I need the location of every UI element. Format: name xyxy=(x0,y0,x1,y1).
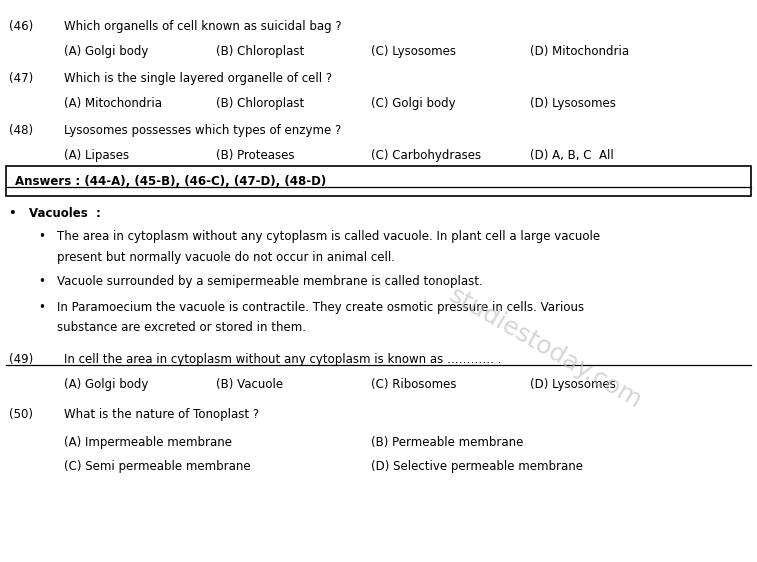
Text: (A) Golgi body: (A) Golgi body xyxy=(64,45,148,58)
Text: (C) Ribosomes: (C) Ribosomes xyxy=(371,378,456,391)
Text: •: • xyxy=(38,301,45,314)
Text: (C) Lysosomes: (C) Lysosomes xyxy=(371,45,456,58)
Text: (D) A, B, C  All: (D) A, B, C All xyxy=(530,149,614,162)
Text: The area in cytoplasm without any cytoplasm is called vacuole. In plant cell a l: The area in cytoplasm without any cytopl… xyxy=(57,230,600,243)
Text: Which organells of cell known as suicidal bag ?: Which organells of cell known as suicida… xyxy=(64,20,342,33)
FancyBboxPatch shape xyxy=(6,166,751,196)
Text: (D) Selective permeable membrane: (D) Selective permeable membrane xyxy=(371,460,583,473)
Text: studiestoday.com: studiestoday.com xyxy=(444,283,646,414)
Text: In Paramoecium the vacuole is contractile. They create osmotic pressure in cells: In Paramoecium the vacuole is contractil… xyxy=(57,301,584,314)
Text: (48): (48) xyxy=(9,124,33,137)
Text: (B) Chloroplast: (B) Chloroplast xyxy=(216,45,304,58)
Text: Answers : (44-A), (45-B), (46-C), (47-D), (48-D): Answers : (44-A), (45-B), (46-C), (47-D)… xyxy=(15,175,326,188)
Text: present but normally vacuole do not occur in animal cell.: present but normally vacuole do not occu… xyxy=(57,251,394,264)
Text: Vacuole surrounded by a semipermeable membrane is called tonoplast.: Vacuole surrounded by a semipermeable me… xyxy=(57,275,482,288)
Text: (B) Proteases: (B) Proteases xyxy=(216,149,294,162)
Text: (A) Impermeable membrane: (A) Impermeable membrane xyxy=(64,436,232,448)
Text: (A) Mitochondria: (A) Mitochondria xyxy=(64,97,162,110)
Text: (A) Golgi body: (A) Golgi body xyxy=(64,378,148,391)
Text: In cell the area in cytoplasm without any cytoplasm is known as ………… .: In cell the area in cytoplasm without an… xyxy=(64,353,502,366)
Text: (C) Semi permeable membrane: (C) Semi permeable membrane xyxy=(64,460,251,473)
Text: (50): (50) xyxy=(9,408,33,421)
Text: (D) Lysosomes: (D) Lysosomes xyxy=(530,378,615,391)
Text: (A) Lipases: (A) Lipases xyxy=(64,149,129,162)
Text: (49): (49) xyxy=(9,353,33,366)
Text: •: • xyxy=(38,230,45,243)
Text: (47): (47) xyxy=(9,72,33,85)
Text: Which is the single layered organelle of cell ?: Which is the single layered organelle of… xyxy=(64,72,332,85)
Text: (C) Carbohydrases: (C) Carbohydrases xyxy=(371,149,481,162)
Text: substance are excreted or stored in them.: substance are excreted or stored in them… xyxy=(57,321,306,334)
Text: (46): (46) xyxy=(9,20,33,33)
Text: (D) Lysosomes: (D) Lysosomes xyxy=(530,97,615,110)
Text: What is the nature of Tonoplast ?: What is the nature of Tonoplast ? xyxy=(64,408,260,421)
Text: (B) Chloroplast: (B) Chloroplast xyxy=(216,97,304,110)
Text: (C) Golgi body: (C) Golgi body xyxy=(371,97,456,110)
Text: Lysosomes possesses which types of enzyme ?: Lysosomes possesses which types of enzym… xyxy=(64,124,341,137)
Text: (B) Vacuole: (B) Vacuole xyxy=(216,378,283,391)
Text: (D) Mitochondria: (D) Mitochondria xyxy=(530,45,629,58)
Text: •: • xyxy=(38,275,45,288)
Text: •   Vacuoles  :: • Vacuoles : xyxy=(9,207,101,220)
Text: (B) Permeable membrane: (B) Permeable membrane xyxy=(371,436,523,448)
